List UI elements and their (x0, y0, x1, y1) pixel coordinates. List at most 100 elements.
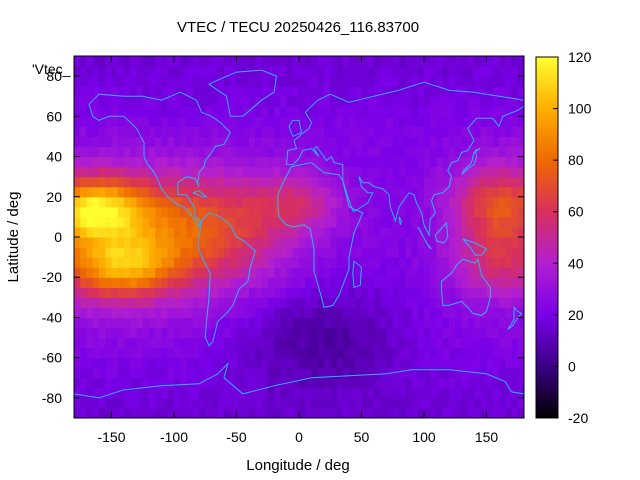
heatmap-cell (367, 257, 375, 268)
heatmap-cell (124, 407, 131, 418)
heatmap-cell (511, 247, 519, 258)
heatmap-cell (436, 357, 444, 369)
heatmap-cell (199, 377, 206, 389)
heatmap-cell (261, 196, 269, 208)
heatmap-cell (299, 297, 306, 308)
heatmap-cell (449, 367, 456, 379)
heatmap-cell (224, 237, 231, 248)
heatmap-cell (311, 317, 319, 329)
heatmap-cell (474, 347, 481, 359)
heatmap-cell (161, 116, 169, 127)
heatmap-cell (430, 56, 438, 67)
heatmap-cell (155, 387, 163, 399)
heatmap-cell (367, 226, 375, 238)
heatmap-cell (261, 126, 269, 138)
heatmap-cell (205, 166, 213, 178)
heatmap-cell (255, 357, 263, 369)
heatmap-cell (311, 297, 319, 308)
heatmap-cell (336, 66, 344, 77)
heatmap-cell (149, 96, 156, 107)
heatmap-cell (392, 337, 400, 349)
heatmap-cell (255, 297, 263, 308)
heatmap-cell (149, 257, 156, 268)
heatmap-cell (399, 377, 406, 389)
heatmap-cell (461, 116, 469, 127)
heatmap-cell (349, 277, 356, 288)
heatmap-cell (436, 267, 444, 278)
heatmap-cell (392, 206, 400, 218)
heatmap-cell (99, 86, 106, 97)
heatmap-cell (199, 156, 206, 168)
heatmap-cell (274, 116, 281, 127)
heatmap-cell (211, 166, 219, 178)
heatmap-cell (474, 287, 481, 298)
heatmap-cell (324, 96, 331, 107)
heatmap-cell (149, 407, 156, 418)
heatmap-cell (211, 126, 219, 138)
heatmap-cell (224, 267, 231, 278)
heatmap-cell (267, 146, 275, 158)
heatmap-cell (242, 116, 250, 127)
heatmap-cell (299, 196, 306, 208)
heatmap-cell (80, 106, 88, 117)
y-tick-label: -60 (42, 350, 62, 366)
heatmap-cell (255, 186, 263, 198)
heatmap-cell (261, 307, 269, 319)
heatmap-cell (80, 56, 88, 67)
heatmap-cell (374, 176, 381, 188)
heatmap-cell (230, 317, 238, 329)
heatmap-cell (330, 287, 338, 298)
heatmap-cell (486, 327, 494, 339)
heatmap-cell (180, 146, 188, 158)
heatmap-cell (142, 196, 150, 208)
heatmap-cell (92, 156, 100, 168)
heatmap-cell (349, 226, 356, 238)
heatmap-cell (349, 377, 356, 389)
heatmap-cell (280, 397, 288, 409)
heatmap-cell (517, 116, 524, 127)
heatmap-cell (92, 166, 100, 178)
heatmap-cell (86, 136, 94, 148)
heatmap-cell (430, 317, 438, 329)
heatmap-cell (399, 116, 406, 127)
heatmap-cell (286, 387, 294, 399)
heatmap-cell (130, 166, 138, 178)
heatmap-cell (436, 206, 444, 218)
heatmap-cell (392, 106, 400, 117)
heatmap-cell (142, 146, 150, 158)
heatmap-cell (324, 226, 331, 238)
heatmap-cell (205, 86, 213, 97)
heatmap-cell (261, 387, 269, 399)
heatmap-cell (192, 367, 200, 379)
heatmap-cell (305, 76, 313, 87)
heatmap-cell (355, 226, 363, 238)
heatmap-cell (499, 206, 506, 218)
heatmap-cell (499, 297, 506, 308)
heatmap-cell (474, 116, 481, 127)
heatmap-cell (274, 86, 281, 97)
heatmap-cell (236, 226, 244, 238)
heatmap-cell (130, 277, 138, 288)
heatmap-cell (342, 196, 350, 208)
heatmap-cell (492, 146, 500, 158)
heatmap-cell (236, 397, 244, 409)
heatmap-cell (217, 176, 225, 188)
heatmap-cell (424, 66, 431, 77)
heatmap-cell (480, 317, 488, 329)
heatmap-cell (367, 206, 375, 218)
heatmap-cell (399, 277, 406, 288)
heatmap-cell (242, 327, 250, 339)
heatmap-cell (474, 357, 481, 369)
heatmap-cell (211, 196, 219, 208)
heatmap-cell (411, 237, 419, 248)
heatmap-cell (255, 257, 263, 268)
heatmap-cell (111, 186, 119, 198)
heatmap-cell (249, 76, 256, 87)
heatmap-cell (467, 267, 475, 278)
heatmap-cell (174, 86, 181, 97)
heatmap-cell (267, 206, 275, 218)
heatmap-cell (261, 96, 269, 107)
heatmap-cell (142, 237, 150, 248)
heatmap-cell (211, 136, 219, 148)
heatmap-cell (449, 176, 456, 188)
